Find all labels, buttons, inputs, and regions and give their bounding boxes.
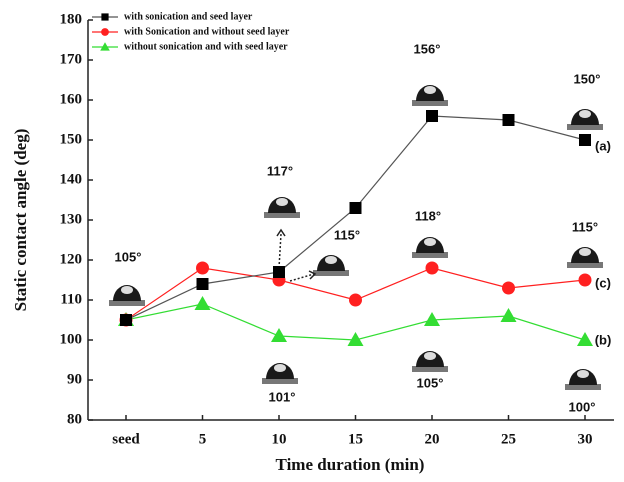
annotation: 105°	[115, 249, 142, 264]
x-tick-label: 25	[501, 431, 516, 447]
point	[271, 328, 287, 342]
x-axis-label: Time duration (min)	[276, 455, 425, 474]
droplet	[412, 351, 448, 372]
point	[424, 312, 440, 326]
annotation: (b)	[595, 332, 612, 347]
droplet	[412, 85, 448, 106]
annotation: 115°	[334, 227, 360, 242]
y-tick-label: 120	[60, 251, 83, 267]
x-tick-label: 20	[425, 431, 440, 447]
annotation: (a)	[595, 138, 611, 153]
arrow-head	[308, 270, 317, 280]
annotation: 100°	[569, 399, 596, 414]
y-tick-label: 160	[60, 91, 83, 107]
arrow-head	[276, 228, 286, 237]
annotation: 117°	[267, 163, 293, 178]
y-tick-label: 130	[60, 211, 83, 227]
droplet	[567, 109, 603, 130]
annotation: 115°	[572, 219, 598, 234]
point	[502, 281, 515, 295]
annotation: (c)	[595, 275, 611, 290]
x-tick-label: 30	[578, 431, 593, 447]
point	[196, 278, 209, 290]
y-tick-label: 90	[67, 371, 82, 387]
point	[500, 308, 517, 322]
point	[577, 332, 593, 346]
droplet	[567, 247, 603, 268]
droplet	[264, 197, 300, 218]
droplet	[109, 285, 145, 306]
droplet	[313, 255, 349, 276]
x-tick-label: 5	[199, 431, 207, 447]
arrow	[278, 233, 282, 269]
legend-label: with Sonication and without seed layer	[124, 26, 290, 37]
annotation: 118°	[415, 208, 441, 223]
point	[502, 114, 515, 126]
point	[578, 273, 592, 287]
droplet	[565, 369, 601, 390]
legend-marker	[101, 28, 109, 36]
y-tick-label: 150	[60, 131, 83, 147]
x-tick-label: 15	[348, 431, 363, 447]
annotation: 150°	[574, 71, 601, 86]
y-tick-label: 110	[60, 291, 82, 307]
droplet	[262, 363, 298, 384]
arrows	[276, 228, 317, 282]
y-tick-label: 100	[60, 331, 83, 347]
y-tick-label: 170	[60, 51, 83, 67]
annotation: 101°	[269, 389, 296, 404]
y-tick-label: 80	[67, 411, 82, 427]
legend-marker	[100, 42, 110, 51]
point	[426, 110, 438, 122]
point	[349, 202, 362, 214]
point	[194, 296, 211, 310]
legend-marker	[101, 13, 109, 21]
point	[579, 134, 591, 146]
annotation: 156°	[414, 41, 441, 56]
legend-label: with sonication and seed layer	[124, 11, 253, 22]
legend-label: without sonication and with seed layer	[124, 41, 288, 52]
point	[349, 293, 362, 307]
point	[347, 332, 364, 346]
y-tick-label: 180	[60, 11, 83, 27]
y-axis-label: Static contact angle (deg)	[11, 129, 30, 312]
x-tick-label: 10	[272, 431, 287, 447]
annotation: 105°	[417, 375, 444, 390]
point	[273, 266, 285, 278]
droplet	[412, 237, 448, 258]
point	[196, 261, 209, 275]
point	[425, 261, 439, 275]
y-tick-label: 140	[60, 171, 83, 187]
x-tick-label: seed	[112, 431, 140, 447]
arrow	[289, 273, 315, 282]
point	[120, 314, 132, 326]
series-line	[125, 115, 586, 321]
